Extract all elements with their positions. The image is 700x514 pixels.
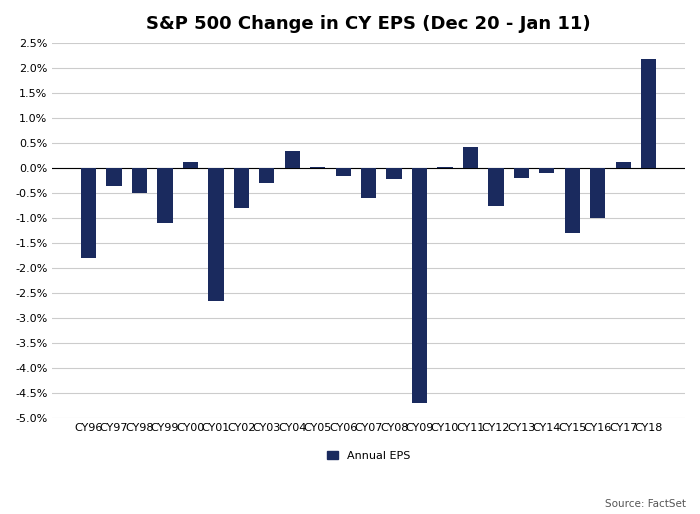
Bar bbox=[285, 151, 300, 168]
Bar bbox=[310, 167, 326, 168]
Bar bbox=[259, 168, 274, 183]
Bar bbox=[132, 168, 147, 193]
Bar bbox=[183, 161, 198, 168]
Text: Source: FactSet: Source: FactSet bbox=[605, 499, 686, 509]
Bar bbox=[234, 168, 249, 208]
Bar bbox=[539, 168, 554, 173]
Bar bbox=[438, 167, 453, 168]
Bar bbox=[641, 59, 656, 168]
Bar bbox=[412, 168, 427, 403]
Bar bbox=[463, 147, 478, 168]
Legend: Annual EPS: Annual EPS bbox=[323, 446, 414, 465]
Bar bbox=[488, 168, 503, 206]
Bar bbox=[106, 168, 122, 186]
Bar bbox=[81, 168, 97, 258]
Bar bbox=[565, 168, 580, 233]
Bar bbox=[209, 168, 223, 301]
Bar bbox=[335, 168, 351, 176]
Bar bbox=[361, 168, 377, 198]
Bar bbox=[615, 162, 631, 168]
Bar bbox=[386, 168, 402, 179]
Title: S&P 500 Change in CY EPS (Dec 20 - Jan 11): S&P 500 Change in CY EPS (Dec 20 - Jan 1… bbox=[146, 15, 591, 33]
Bar bbox=[514, 168, 529, 178]
Bar bbox=[590, 168, 606, 218]
Bar bbox=[158, 168, 173, 223]
